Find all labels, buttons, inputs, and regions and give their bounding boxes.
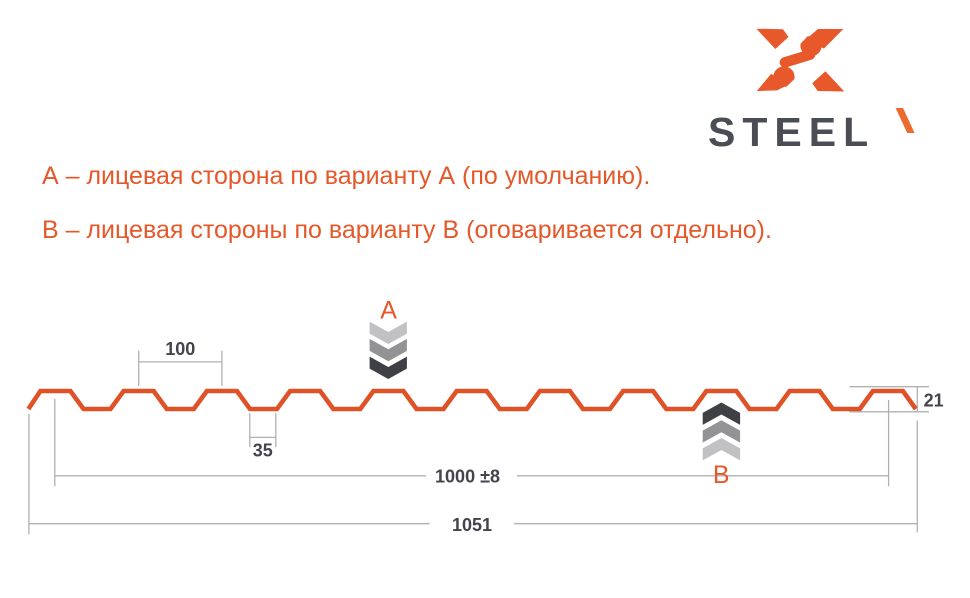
svg-text:1051: 1051 <box>452 515 492 535</box>
svg-text:A: A <box>380 296 397 324</box>
svg-text:B: B <box>713 461 730 489</box>
svg-text:1000 ±8: 1000 ±8 <box>435 466 500 486</box>
svg-text:STEEL: STEEL <box>708 109 875 155</box>
svg-text:100: 100 <box>165 339 195 359</box>
svg-text:21: 21 <box>924 391 944 411</box>
svg-text:35: 35 <box>253 441 273 461</box>
